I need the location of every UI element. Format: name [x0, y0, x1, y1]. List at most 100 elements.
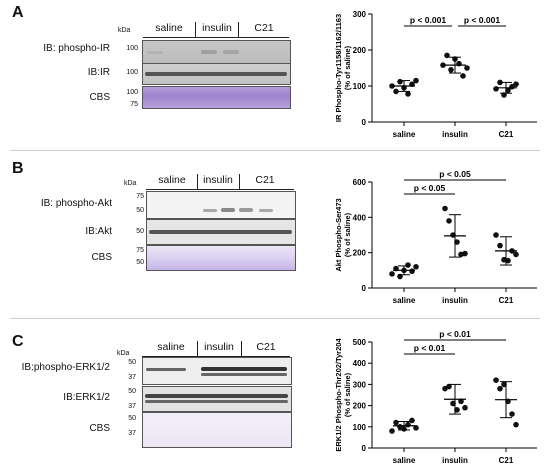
- blot-cbs-b: [146, 245, 296, 271]
- data-point-saline: [409, 417, 415, 424]
- marker-c1-37: 37: [128, 374, 136, 381]
- data-point-insulin: [448, 67, 454, 73]
- y-tick-label: 200: [353, 46, 367, 55]
- y-axis-label-unit: (% of saline): [343, 212, 352, 257]
- y-tick-label: 0: [362, 284, 367, 293]
- p-value-label: p < 0.01: [414, 343, 446, 353]
- y-tick-label: 600: [353, 178, 367, 187]
- x-tick-label-insulin: insulin: [442, 456, 468, 465]
- marker-b2-50: 50: [136, 228, 144, 235]
- p-value-label: p < 0.01: [439, 330, 471, 339]
- y-tick-label: 400: [353, 213, 367, 222]
- x-tick-label-C21: C21: [499, 296, 514, 305]
- p-value-label: p < 0.05: [439, 169, 471, 179]
- data-point-saline: [405, 421, 411, 428]
- chart-erk-phospho: 0 100 200 300 400 500 ERK1/2 Phospho-Thr202/Ty…: [334, 330, 537, 465]
- marker-a3-100: 100: [126, 89, 138, 96]
- group-label-insulin-c: insulin: [204, 341, 234, 353]
- marker-c2-37: 37: [128, 403, 136, 410]
- data-point-insulin: [442, 205, 448, 212]
- data-point-insulin: [454, 407, 460, 413]
- group-separator-c1: [197, 341, 198, 357]
- divider-bc: [10, 318, 540, 319]
- y-axis-label: Akt Phospho-Ser473: [334, 198, 343, 271]
- group-separator-c2: [241, 341, 242, 357]
- divider-ab: [10, 150, 540, 151]
- data-point-insulin: [462, 250, 468, 257]
- data-point-C21: [509, 411, 515, 417]
- y-axis-label: ERK1/2 Phospho-Thr202/Tyr204: [334, 338, 343, 452]
- y-tick-label: 100: [353, 423, 367, 432]
- group-label-c21-b: C21: [255, 174, 275, 186]
- group-label-saline-b: saline: [158, 174, 186, 186]
- data-point-saline: [413, 77, 419, 84]
- blot-phospho-ir: [142, 40, 291, 64]
- blot-cbs-a: [142, 86, 291, 109]
- p-value-label: p < 0.001: [410, 15, 446, 25]
- blot-phospho-akt: [146, 191, 296, 219]
- marker-c2-50: 50: [128, 388, 136, 395]
- blot-akt: [146, 219, 296, 245]
- data-point-C21: [493, 86, 499, 92]
- p-value-label: p < 0.001: [464, 15, 500, 25]
- blot-label-ir: IB:IR: [87, 67, 110, 78]
- group-line-a: [143, 37, 289, 38]
- x-tick-label-saline: saline: [393, 130, 416, 139]
- y-axis-label: IR Phospho-Tyr1158/1162/1163: [334, 14, 343, 122]
- y-tick-label: 0: [362, 118, 367, 127]
- marker-a2-100: 100: [126, 69, 138, 76]
- group-separator-b2: [239, 174, 240, 190]
- data-point-saline: [389, 83, 395, 89]
- data-point-insulin: [462, 404, 468, 411]
- group-label-insulin-a: insulin: [202, 22, 232, 34]
- kda-label-b: kDa: [124, 180, 137, 187]
- data-point-saline: [389, 428, 395, 434]
- y-tick-label: 500: [353, 338, 367, 347]
- blot-erk: [142, 386, 292, 412]
- data-point-C21: [493, 232, 499, 238]
- data-point-saline: [393, 419, 399, 426]
- x-tick-label-C21: C21: [499, 456, 514, 465]
- data-point-C21: [513, 81, 519, 87]
- y-tick-label: 400: [353, 359, 367, 368]
- y-tick-label: 300: [353, 10, 367, 19]
- group-line-b: [146, 189, 294, 190]
- chart-akt-phospho: 0 200 400 600 Akt Phospho-Ser473 (% of saline…: [334, 169, 537, 305]
- data-point-C21: [497, 385, 503, 392]
- data-point-saline: [413, 425, 419, 431]
- group-separator-a1: [195, 22, 196, 38]
- group-separator-a2: [238, 22, 239, 38]
- data-point-saline: [405, 262, 411, 268]
- blot-label-erk: IB:ERK1/2: [63, 392, 110, 403]
- panel-letter-a: A: [12, 4, 24, 21]
- x-tick-label-C21: C21: [499, 130, 514, 139]
- x-tick-label-insulin: insulin: [442, 130, 468, 139]
- marker-b1-50: 50: [136, 207, 144, 214]
- data-point-C21: [505, 87, 511, 94]
- kda-label-a: kDa: [118, 27, 131, 34]
- data-point-insulin: [454, 239, 460, 245]
- y-tick-label: 200: [353, 402, 367, 411]
- blot-label-akt: IB:Akt: [85, 226, 112, 237]
- blot-label-cbs-c: CBS: [89, 423, 110, 434]
- y-tick-label: 300: [353, 380, 367, 389]
- data-point-saline: [409, 268, 415, 275]
- data-point-saline: [397, 78, 403, 85]
- data-point-saline: [405, 91, 411, 97]
- blot-label-phospho-ir: IB: phospho-IR: [43, 43, 110, 54]
- data-point-insulin: [460, 73, 466, 79]
- x-tick-label-saline: saline: [393, 456, 416, 465]
- panel-letter-c: C: [12, 333, 24, 350]
- data-point-C21: [493, 377, 499, 383]
- group-label-insulin-b: insulin: [203, 174, 233, 186]
- chart-ir-phospho: 0 100 200 300 IR Phospho-Tyr1158/1162/1163 (%…: [334, 10, 537, 139]
- data-point-saline: [413, 264, 419, 270]
- data-point-insulin: [444, 52, 450, 59]
- marker-a3-75: 75: [130, 101, 138, 108]
- blot-cbs-c: [142, 412, 292, 448]
- y-tick-label: 0: [362, 444, 367, 453]
- y-tick-label: 100: [353, 82, 367, 91]
- data-point-insulin: [464, 65, 470, 71]
- blot-label-cbs-a: CBS: [89, 92, 110, 103]
- marker-c3-37: 37: [128, 430, 136, 437]
